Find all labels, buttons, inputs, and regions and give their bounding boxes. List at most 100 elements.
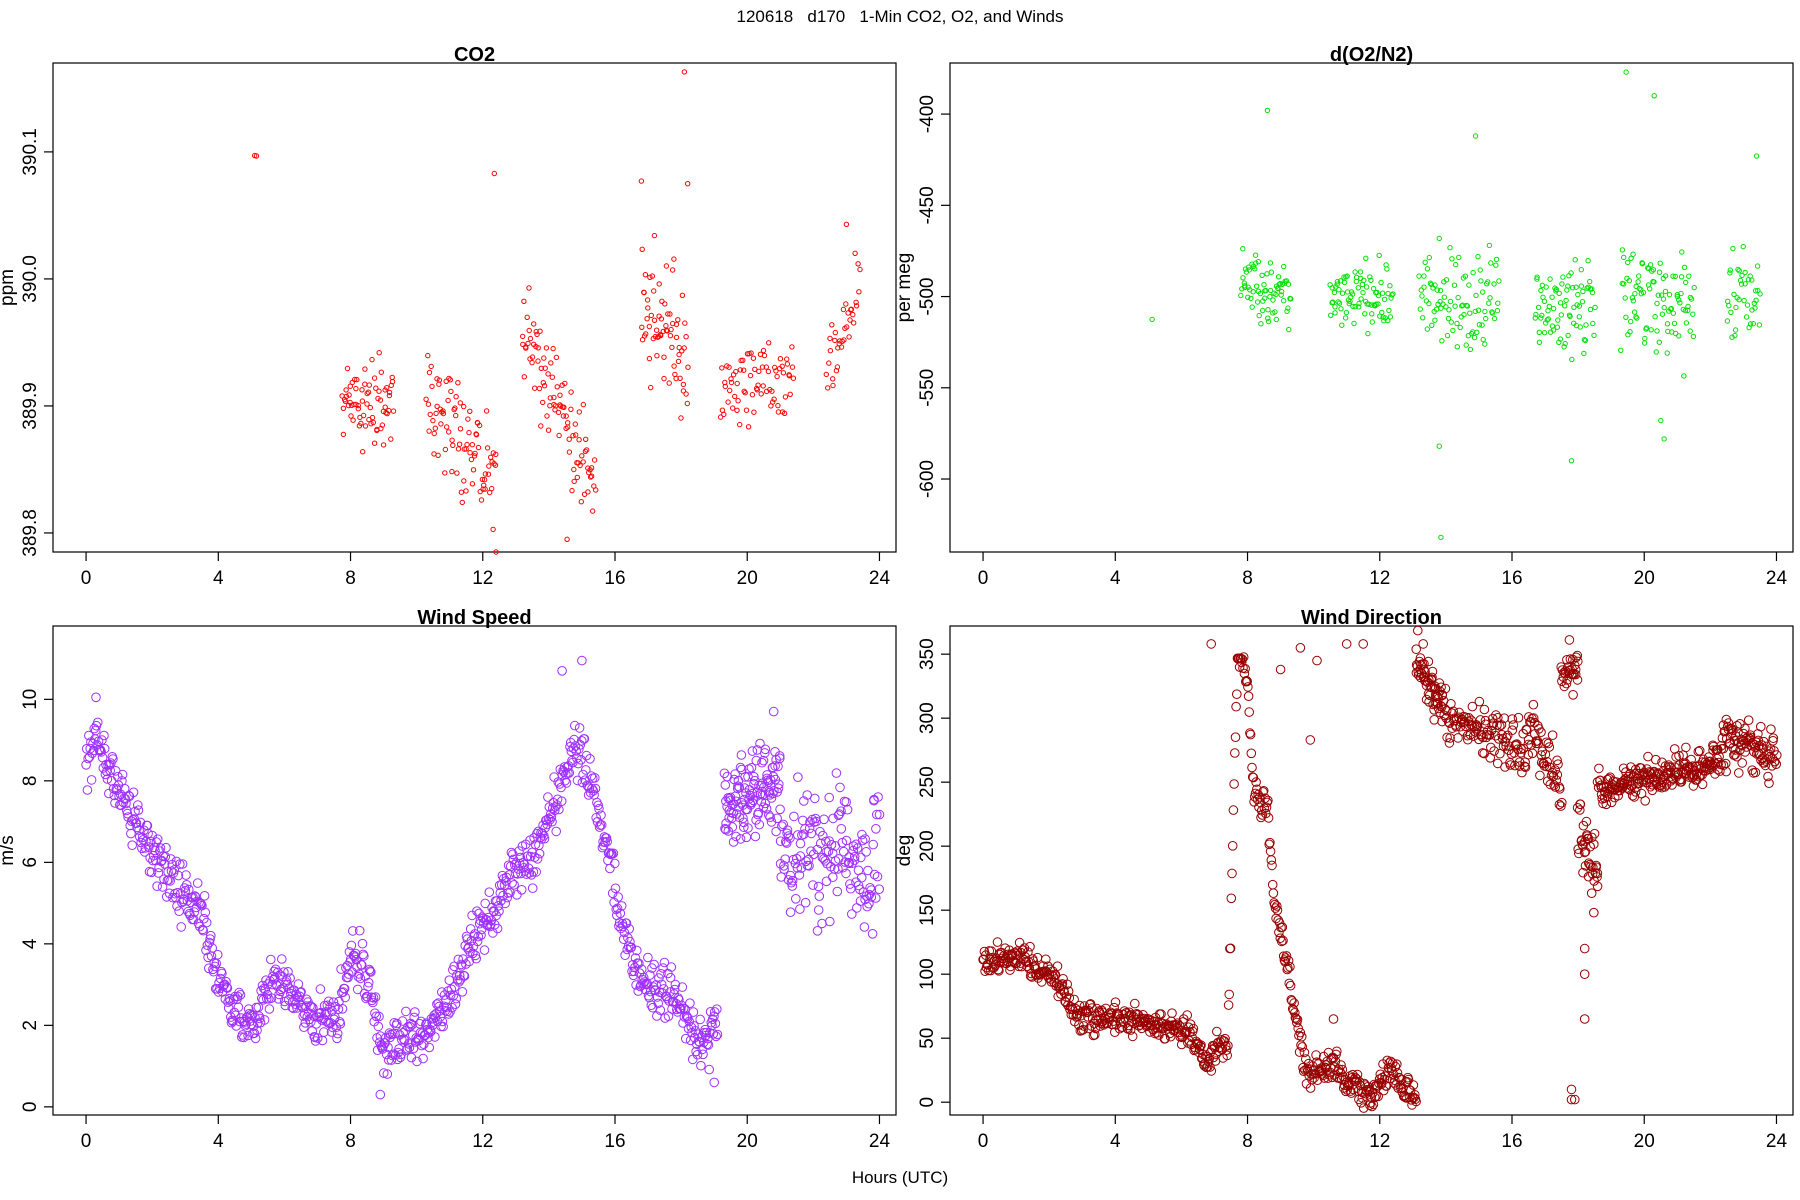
data-point bbox=[1467, 346, 1474, 353]
data-point bbox=[408, 1043, 419, 1054]
data-point bbox=[340, 405, 347, 411]
data-point bbox=[365, 966, 375, 976]
data-point bbox=[734, 380, 740, 387]
data-point bbox=[1621, 281, 1627, 287]
data-point bbox=[470, 467, 477, 473]
data-point bbox=[1286, 326, 1292, 333]
data-point bbox=[464, 441, 470, 448]
data-point bbox=[545, 371, 551, 377]
data-point bbox=[466, 429, 472, 436]
data-point bbox=[376, 388, 382, 394]
figure-title: 120618 d170 1-Min CO2, O2, and Winds bbox=[736, 7, 1064, 26]
data-point bbox=[221, 982, 232, 993]
data-point bbox=[1384, 266, 1390, 272]
data-point bbox=[1564, 635, 1575, 645]
data-point bbox=[545, 427, 552, 433]
data-point bbox=[445, 990, 456, 1001]
data-point bbox=[1681, 373, 1687, 379]
data-point bbox=[1368, 277, 1374, 283]
data-point bbox=[1273, 316, 1280, 323]
data-point bbox=[384, 1028, 395, 1038]
data-point bbox=[1656, 339, 1663, 345]
data-point bbox=[1568, 690, 1578, 700]
data-point bbox=[364, 964, 375, 975]
data-point bbox=[732, 393, 738, 400]
data-point bbox=[1352, 303, 1358, 310]
data-point bbox=[1682, 308, 1689, 314]
data-point bbox=[685, 364, 691, 370]
data-point bbox=[468, 456, 475, 463]
data-point bbox=[1576, 303, 1583, 309]
data-point bbox=[766, 340, 772, 346]
data-point bbox=[1438, 305, 1444, 311]
data-point bbox=[1766, 724, 1776, 735]
data-point bbox=[1390, 291, 1396, 297]
data-point bbox=[152, 881, 162, 892]
data-point bbox=[296, 987, 306, 997]
data-point bbox=[1379, 290, 1386, 296]
data-point bbox=[667, 311, 673, 317]
data-point bbox=[1740, 243, 1746, 250]
data-point bbox=[465, 416, 471, 422]
data-point bbox=[1752, 288, 1759, 294]
data-point bbox=[1566, 1084, 1577, 1095]
data-point bbox=[448, 388, 454, 395]
data-point bbox=[574, 474, 580, 481]
data-point bbox=[1350, 303, 1356, 310]
data-point bbox=[741, 367, 747, 373]
data-point bbox=[547, 395, 553, 401]
data-point bbox=[447, 1002, 457, 1013]
data-point bbox=[787, 391, 793, 397]
data-point bbox=[840, 306, 847, 313]
data-point bbox=[1443, 277, 1450, 283]
data-point bbox=[299, 1022, 309, 1032]
data-point bbox=[725, 399, 731, 405]
data-point bbox=[155, 843, 166, 853]
data-point bbox=[1243, 682, 1253, 692]
data-point bbox=[363, 977, 374, 988]
data-point bbox=[829, 322, 835, 328]
data-point bbox=[1483, 315, 1489, 322]
data-point bbox=[576, 437, 582, 443]
data-point bbox=[1369, 311, 1375, 317]
data-point bbox=[366, 967, 376, 977]
data-point bbox=[1362, 311, 1368, 317]
data-point bbox=[524, 314, 530, 320]
data-point bbox=[1724, 318, 1731, 324]
data-point bbox=[1678, 290, 1684, 297]
data-point bbox=[680, 388, 687, 394]
data-point bbox=[484, 445, 491, 451]
data-point bbox=[566, 449, 573, 455]
data-point bbox=[376, 350, 382, 356]
data-point bbox=[418, 1053, 428, 1064]
data-point bbox=[1647, 262, 1654, 268]
data-point bbox=[472, 936, 483, 947]
data-point bbox=[402, 1043, 413, 1054]
data-point bbox=[1629, 295, 1636, 301]
data-point bbox=[1470, 269, 1476, 276]
data-point bbox=[1628, 255, 1634, 261]
data-point bbox=[181, 880, 192, 890]
data-point bbox=[457, 987, 468, 997]
data-point bbox=[1343, 309, 1350, 316]
data-point bbox=[740, 357, 746, 363]
data-point bbox=[307, 1026, 318, 1036]
data-point bbox=[1473, 292, 1479, 299]
data-point bbox=[780, 370, 787, 376]
data-point bbox=[1239, 286, 1245, 292]
data-point bbox=[439, 409, 445, 415]
data-point bbox=[431, 430, 437, 437]
data-point bbox=[1533, 311, 1539, 318]
data-point bbox=[122, 808, 133, 819]
data-point bbox=[205, 934, 215, 944]
data-point bbox=[1754, 263, 1761, 269]
data-point bbox=[354, 969, 364, 979]
data-point bbox=[992, 937, 1003, 947]
data-point bbox=[359, 387, 365, 393]
data-point bbox=[401, 1045, 412, 1055]
data-point bbox=[1578, 267, 1585, 273]
data-point bbox=[1535, 770, 1545, 781]
data-point bbox=[1734, 768, 1744, 778]
data-point bbox=[105, 765, 115, 776]
data-point bbox=[364, 401, 370, 407]
